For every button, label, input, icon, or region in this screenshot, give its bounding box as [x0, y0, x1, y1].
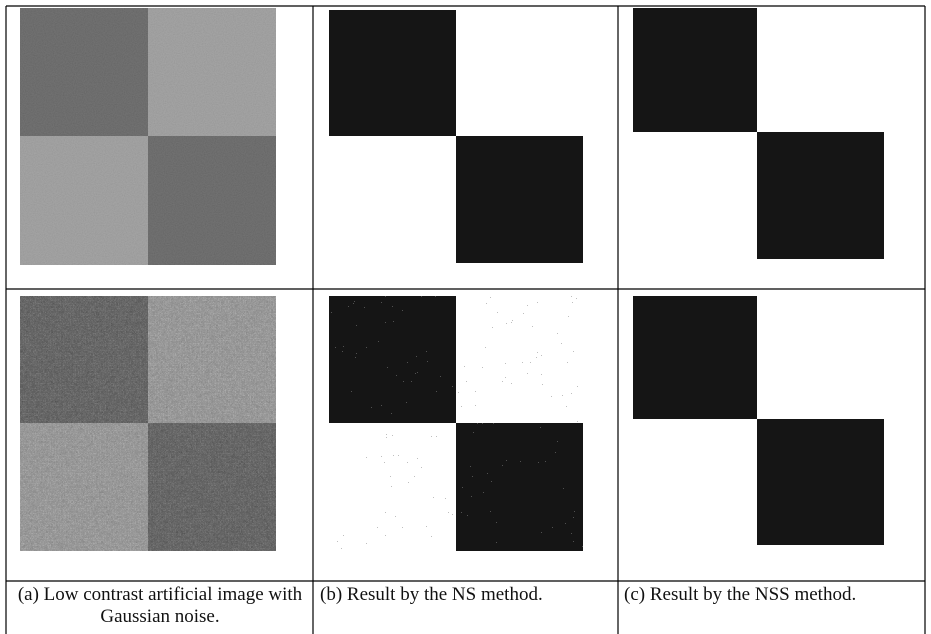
image-b2 — [329, 296, 583, 551]
image-a2 — [20, 296, 276, 551]
caption-c: (c) Result by the NSS method. — [624, 584, 924, 606]
image-c2 — [633, 296, 884, 545]
figure — [0, 0, 931, 634]
figure-page: (a) Low contrast artificial image with G… — [0, 0, 931, 634]
image-a1 — [20, 8, 276, 265]
image-c1 — [633, 8, 884, 259]
caption-a: (a) Low contrast artificial image with G… — [10, 584, 310, 628]
caption-b: (b) Result by the NS method. — [320, 584, 616, 606]
image-b1 — [329, 10, 583, 263]
